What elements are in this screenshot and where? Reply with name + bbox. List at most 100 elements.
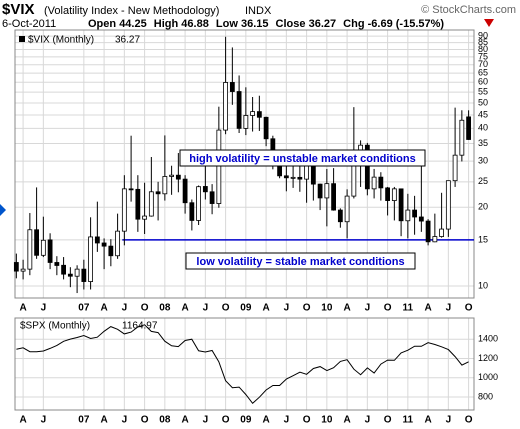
- candle-body: [317, 183, 323, 199]
- x-tick-label: J: [122, 303, 128, 314]
- legend-swatch: [19, 36, 25, 42]
- candle-body: [34, 229, 39, 256]
- line-series: [16, 324, 469, 405]
- x-tick-label: 08: [159, 415, 171, 426]
- candle-body: [250, 111, 256, 116]
- candle-body: [61, 264, 66, 275]
- ohlc-value: 36.15: [241, 18, 269, 30]
- x-tick-label: A: [424, 303, 431, 314]
- x-tick-label: J: [203, 415, 209, 426]
- candle-body: [331, 183, 337, 211]
- x-tick-label: 07: [78, 415, 90, 426]
- candle-body: [290, 176, 296, 179]
- x-tick-label: A: [19, 415, 26, 426]
- y-tick-label: 1400: [478, 334, 498, 344]
- candle-body: [108, 245, 114, 257]
- candle-body: [466, 116, 472, 140]
- candle-body: [371, 176, 377, 190]
- candle-body: [418, 216, 424, 222]
- candle-body: [223, 82, 229, 131]
- x-tick-label: O: [141, 303, 149, 314]
- x-tick-label: O: [465, 415, 473, 426]
- candle-body: [398, 188, 404, 222]
- x-tick-label: O: [141, 415, 149, 426]
- annotation-box: [185, 252, 416, 270]
- candle-body: [243, 115, 249, 129]
- y-tick-label: 70: [478, 59, 488, 69]
- candle-body: [283, 175, 289, 179]
- candle-body: [20, 268, 26, 272]
- y-tick-label: 35: [478, 138, 488, 148]
- y-tick-label: 800: [478, 391, 493, 401]
- legend-label: $SPX (Monthly): [20, 321, 90, 332]
- y-tick-label: 1200: [478, 353, 498, 363]
- candle-body: [175, 174, 181, 180]
- candle-body: [216, 129, 222, 204]
- chart-subtitle: (Volatility Index - New Methodology): [44, 5, 219, 17]
- x-tick-label: J: [284, 415, 290, 426]
- exchange: INDX: [245, 5, 272, 17]
- x-tick-label: J: [203, 303, 209, 314]
- x-tick-label: J: [284, 303, 290, 314]
- candle-body: [67, 273, 73, 277]
- candle-body: [155, 191, 161, 195]
- x-tick-label: A: [181, 415, 188, 426]
- y-tick-label: 80: [478, 44, 488, 54]
- change-value: -6.69: [368, 18, 393, 30]
- candle-body: [324, 183, 330, 199]
- ohlc-line: Open 44.25 High 46.88 Low 36.15 Close 36…: [88, 18, 444, 30]
- candle-body: [445, 180, 451, 230]
- candle-body: [297, 176, 303, 180]
- x-tick-label: J: [365, 303, 371, 314]
- candle-body: [148, 191, 154, 217]
- candle-body: [27, 229, 33, 270]
- x-tick-label: 11: [403, 415, 414, 426]
- x-tick-label: O: [222, 415, 230, 426]
- y-tick-label: 15: [478, 234, 488, 244]
- candle-body: [115, 230, 120, 257]
- x-tick-label: 10: [321, 303, 333, 314]
- x-tick-label: O: [303, 303, 311, 314]
- x-tick-label: 09: [240, 303, 252, 314]
- x-tick-label: 11: [403, 303, 414, 314]
- x-tick-label: 07: [78, 303, 90, 314]
- annotation: high volatility = unstable market condit…: [189, 153, 415, 165]
- legend-value: 1164.97: [122, 321, 158, 332]
- candle-body: [182, 178, 188, 204]
- x-tick-label: A: [19, 303, 26, 314]
- y-tick-label: 90: [478, 31, 488, 41]
- y-tick-label: 50: [478, 97, 488, 107]
- candle-body: [391, 188, 397, 201]
- legend-value: 36.27: [115, 35, 140, 46]
- candle-body: [202, 186, 208, 193]
- candle-body: [412, 209, 418, 218]
- candle-body: [128, 188, 134, 191]
- x-tick-label: A: [100, 415, 107, 426]
- side-arrow: [0, 204, 6, 216]
- annotation-box: [179, 149, 426, 167]
- ohlc-label: High: [154, 18, 179, 30]
- candle-body: [277, 164, 283, 177]
- y-tick-label: 25: [478, 176, 488, 186]
- y-tick-label: 40: [478, 123, 488, 133]
- source: © StockCharts.com: [421, 4, 516, 16]
- ohlc-label: Open: [88, 18, 116, 30]
- x-tick-label: 10: [321, 415, 333, 426]
- candle-body: [88, 236, 93, 282]
- ohlc-label: Low: [216, 18, 238, 30]
- x-tick-label: A: [343, 303, 350, 314]
- candle-body: [405, 209, 411, 222]
- candle-body: [378, 176, 384, 189]
- candle-body: [344, 195, 350, 223]
- candle-body: [13, 262, 19, 272]
- y-tick-label: 30: [478, 155, 488, 165]
- x-tick-label: J: [446, 415, 452, 426]
- y-tick-label: 1000: [478, 372, 498, 382]
- plot-frame: [14, 317, 475, 411]
- x-tick-label: A: [424, 415, 431, 426]
- plot-area: [15, 318, 474, 410]
- candle-body: [81, 268, 87, 282]
- candle-body: [162, 176, 168, 195]
- candle-body: [54, 262, 60, 266]
- x-tick-label: A: [343, 415, 350, 426]
